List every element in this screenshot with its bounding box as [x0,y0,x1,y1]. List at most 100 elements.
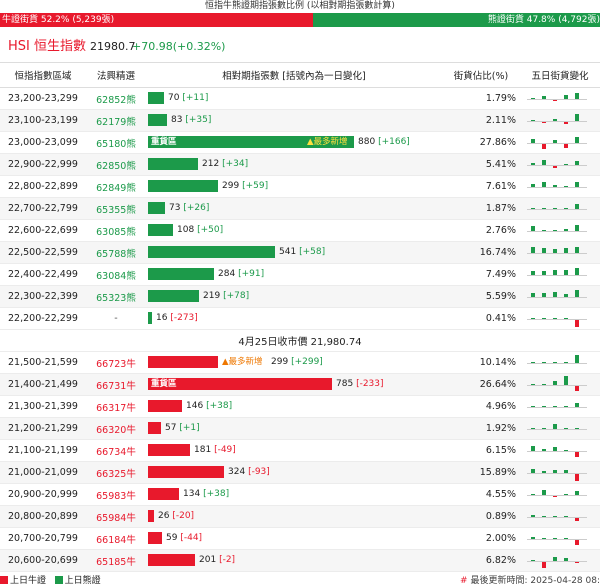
warrant-code-link[interactable]: 63085熊 [86,219,146,242]
range-cell: 20,800-20,899 [0,505,86,528]
qty-bar-wrap: 324 [-93] [146,462,442,483]
sparkline-bar [564,164,568,165]
qty-change: [-93] [248,467,270,477]
ratio-cell: 26.64% [442,373,520,396]
sparkline-bar [542,362,546,363]
warrant-code-link[interactable]: 66320牛 [86,417,146,440]
qty-value: 73 [169,203,181,213]
sparkline-bar [564,516,568,517]
qty-value: 212 [202,159,220,169]
warrant-code-link[interactable]: 65984牛 [86,505,146,528]
sparkline-bar [531,362,535,363]
sparkline-bar [553,470,557,473]
sparkline-bar [553,249,557,253]
sparkline-bar [531,139,535,143]
sparkline-bar [564,470,568,473]
warrant-code-link[interactable]: 65355熊 [86,197,146,220]
ratio-cell: 7.49% [442,263,520,286]
warrant-code-link[interactable]: 66325牛 [86,461,146,484]
sparkline-bar [575,540,579,545]
table-row: 22,200-22,299-16 [-273] 0.41% [0,307,600,330]
qty-value: 299 [222,181,240,191]
range-cell: 22,700-22,799 [0,197,86,220]
sparkline-bar [531,446,535,451]
warrant-code-link[interactable]: 66723牛 [86,351,146,374]
table-row: 21,200-21,299 66320牛 57 [+1] 1.92% [0,417,600,440]
warrant-code-link[interactable]: 65788熊 [86,241,146,264]
qty-cell: 70 [+11] [146,87,442,110]
five-day-chart-cell [520,417,600,440]
qty-change: [-2] [219,555,236,565]
qty-value: 219 [203,291,221,301]
sparkline-baseline [527,121,587,122]
qty-value: 181 [194,445,212,455]
warrant-code-link[interactable]: 65180熊 [86,131,146,154]
qty-change: [+38] [206,401,233,411]
warrant-code-link[interactable]: 62852熊 [86,87,146,110]
sparkline-bar [553,447,557,451]
range-cell: 20,600-20,699 [0,549,86,572]
qty-bar [148,158,198,170]
range-cell: 21,000-21,099 [0,461,86,484]
col-header-ratio: 街貨佔比(%) [442,63,520,88]
qty-change: [+166] [378,137,410,147]
five-day-chart-cell [520,373,600,396]
warrant-code-link[interactable]: 65185牛 [86,549,146,572]
table-row: 22,300-22,399 65323熊 219 [+78] 5.59% [0,285,600,308]
warrant-code-link[interactable]: 65983牛 [86,483,146,506]
sparkline-bar [575,355,579,363]
warrant-code-link[interactable]: 66734牛 [86,439,146,462]
warrant-code-link[interactable]: 62179熊 [86,109,146,132]
warrant-code-link[interactable]: 66731牛 [86,373,146,396]
warrant-code-link[interactable]: 62850熊 [86,153,146,176]
index-name[interactable]: HSI 恒生指數 [8,39,86,54]
sparkline-bar [542,271,546,275]
qty-text: 16 [-273] [156,312,198,324]
sparkline-bar [553,362,557,363]
qty-change: [-233] [356,379,384,389]
five-day-chart-cell [520,483,600,506]
range-cell: 23,200-23,299 [0,87,86,110]
sparkline-bar [564,558,568,561]
ratio-cell: 15.89% [442,461,520,484]
sparkline-bar [564,294,568,297]
qty-bar [148,180,218,192]
table-row: 22,700-22,799 65355熊 73 [+26] 1.87% [0,197,600,220]
five-day-chart-cell [520,351,600,374]
sparkline-bar [564,144,568,148]
warrant-code-link[interactable]: 62849熊 [86,175,146,198]
qty-value: 324 [228,467,246,477]
sparkline-bar [531,120,535,121]
five-day-sparkline [527,154,587,175]
warrant-code-link[interactable]: 63084熊 [86,263,146,286]
ratio-cell: 2.76% [442,219,520,242]
sparkline-bar [575,93,579,99]
qty-cell: 16 [-273] [146,307,442,330]
sparkline-baseline [527,539,587,540]
sparkline-bar [553,318,557,319]
index-summary: HSI 恒生指數 21980.7 +70.98(+0.32%) [0,37,600,57]
warrant-code-link[interactable]: 66317牛 [86,395,146,418]
qty-bar [148,554,195,566]
table-row: 21,500-21,599 66723牛 ▲最多新增 299 [+299] 10.14% [0,351,600,374]
ratio-cell: 27.86% [442,131,520,154]
range-cell: 22,900-22,999 [0,153,86,176]
sparkline-baseline [527,473,587,474]
index-value: 21980.7 [90,40,136,53]
qty-text: 134 [+38] [183,488,229,500]
range-cell: 20,700-20,799 [0,527,86,550]
ratio-cell: 0.41% [442,307,520,330]
warrant-code-link[interactable]: 65323熊 [86,285,146,308]
warrant-code-link[interactable]: 66184牛 [86,527,146,550]
sparkline-bar [564,450,568,451]
sparkline-bar [553,292,557,297]
qty-change: [+11] [182,93,209,103]
sparkline-bar [531,384,535,385]
sparkline-bar [553,496,557,497]
sparkline-bar [531,560,535,561]
qty-cell: 284 [+91] [146,263,442,286]
qty-bar [148,400,182,412]
five-day-sparkline [527,550,587,571]
sparkline-bar [542,384,546,385]
five-day-chart-cell [520,263,600,286]
